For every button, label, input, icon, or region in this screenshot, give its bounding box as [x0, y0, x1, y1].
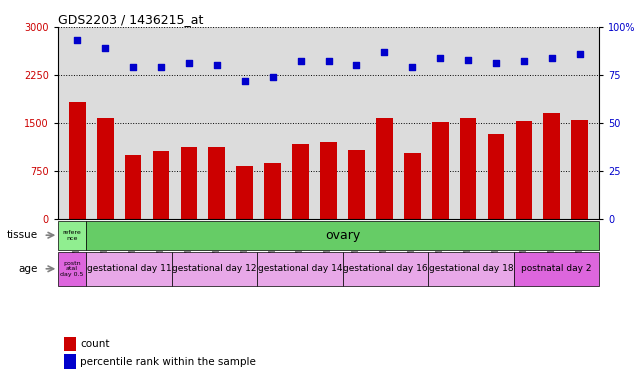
Bar [58, 221, 86, 250]
Bar [208, 147, 225, 219]
Bar [153, 151, 169, 219]
Bar [97, 118, 113, 219]
Point [379, 49, 390, 55]
Bar [125, 155, 142, 219]
Point [547, 55, 557, 61]
Text: count: count [80, 339, 110, 349]
Bar [264, 163, 281, 219]
Bar [571, 120, 588, 219]
Bar [86, 252, 172, 286]
Text: postnatal day 2: postnatal day 2 [521, 264, 592, 273]
Text: age: age [19, 264, 38, 274]
Bar [172, 252, 257, 286]
Bar [404, 153, 420, 219]
Point [435, 55, 445, 61]
Text: postn
atal
day 0.5: postn atal day 0.5 [60, 260, 83, 277]
Text: percentile rank within the sample: percentile rank within the sample [80, 357, 256, 367]
Point [100, 45, 110, 51]
Bar [320, 142, 337, 219]
Point [575, 51, 585, 57]
Point [128, 64, 138, 70]
Bar [428, 252, 514, 286]
Bar [460, 118, 476, 219]
Text: gestational day 16: gestational day 16 [343, 264, 428, 273]
Text: tissue: tissue [6, 230, 38, 240]
Bar [348, 150, 365, 219]
Bar [515, 121, 532, 219]
Point [156, 64, 166, 70]
Point [463, 56, 473, 63]
Bar [514, 252, 599, 286]
Bar [488, 134, 504, 219]
Text: GDS2203 / 1436215_at: GDS2203 / 1436215_at [58, 13, 203, 26]
Bar [181, 147, 197, 219]
Point [407, 64, 417, 70]
Point [351, 62, 362, 68]
Point [72, 37, 82, 43]
Point [491, 60, 501, 66]
Bar [58, 252, 86, 286]
Bar [544, 113, 560, 219]
Bar [237, 166, 253, 219]
Text: ovary: ovary [325, 229, 360, 242]
Point [296, 58, 306, 65]
Bar [69, 103, 86, 219]
Bar [432, 122, 449, 219]
Bar [257, 252, 343, 286]
Point [519, 58, 529, 65]
Point [240, 78, 250, 84]
Text: gestational day 11: gestational day 11 [87, 264, 171, 273]
Point [267, 74, 278, 80]
Bar [343, 252, 428, 286]
Point [184, 60, 194, 66]
Point [324, 58, 334, 65]
Point [212, 62, 222, 68]
Text: gestational day 12: gestational day 12 [172, 264, 257, 273]
Text: gestational day 18: gestational day 18 [429, 264, 513, 273]
Text: gestational day 14: gestational day 14 [258, 264, 342, 273]
Text: refere
nce: refere nce [63, 230, 81, 241]
Bar [376, 118, 393, 219]
Bar [292, 144, 309, 219]
